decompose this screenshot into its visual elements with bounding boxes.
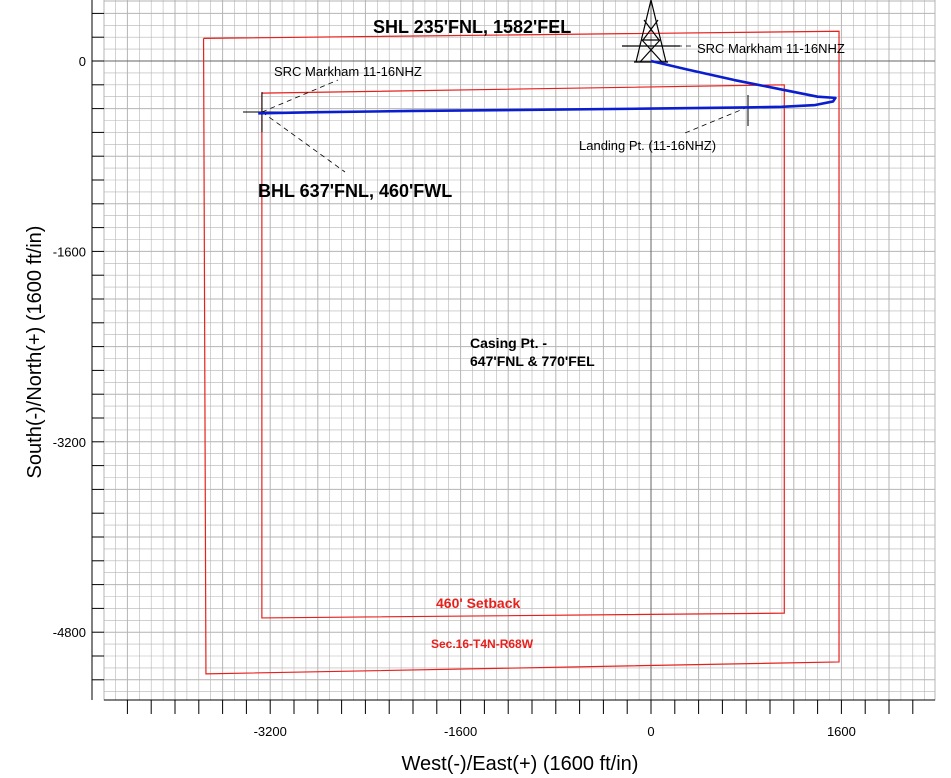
bhl-label: BHL 637'FNL, 460'FWL [258, 181, 452, 201]
setback-label: 460' Setback [436, 595, 520, 611]
tick-labels: -3200 -1600 0 1600 0 -1600 -3200 -4800 [53, 54, 856, 739]
annotation-labels: SHL 235'FNL, 1582'FEL SRC Markham 11-16N… [258, 17, 845, 651]
wellbore-path [258, 59, 837, 115]
src-label-right: SRC Markham 11-16NHZ [697, 41, 845, 56]
rig-brace-3 [641, 39, 663, 63]
shl-label: SHL 235'FNL, 1582'FEL [373, 17, 571, 37]
rig-brace-4 [639, 39, 661, 63]
y-axis-title: South(-)/North(+) (1600 ft/in) [24, 226, 46, 479]
leader-landing [684, 106, 749, 134]
axis-ticks [91, 0, 935, 714]
rig-frame [635, 0, 667, 63]
leader-src-left [261, 79, 339, 113]
x-tick-label: -1600 [444, 724, 477, 739]
src-label-left: SRC Markham 11-16NHZ [274, 64, 422, 79]
y-tick-label: -4800 [53, 625, 86, 640]
y-tick-label: -3200 [53, 435, 86, 450]
wellbore-line [258, 59, 837, 115]
grid [103, 0, 936, 701]
casing-label-1: Casing Pt. - [470, 335, 547, 351]
y-tick-label: -1600 [53, 244, 86, 259]
drilling-rig-icon [622, 0, 680, 63]
casing-label-2: 647'FNL & 770'FEL [470, 353, 595, 369]
lease-boundaries [202, 30, 840, 675]
section-boundary [202, 30, 840, 675]
x-axis-title: West(-)/East(+) (1600 ft/in) [402, 753, 639, 775]
section-label: Sec.16-T4N-R68W [431, 637, 534, 651]
x-tick-label: -3200 [254, 724, 287, 739]
leader-bhl [261, 111, 346, 173]
x-tick-label: 1600 [827, 724, 856, 739]
rig-brace-1 [643, 19, 660, 41]
landing-label: Landing Pt. (11-16NHZ) [579, 138, 716, 153]
setback-boundary [261, 84, 785, 619]
y-tick-label: 0 [79, 54, 86, 69]
rig-brace-2 [642, 19, 659, 41]
x-tick-label: 0 [647, 724, 654, 739]
